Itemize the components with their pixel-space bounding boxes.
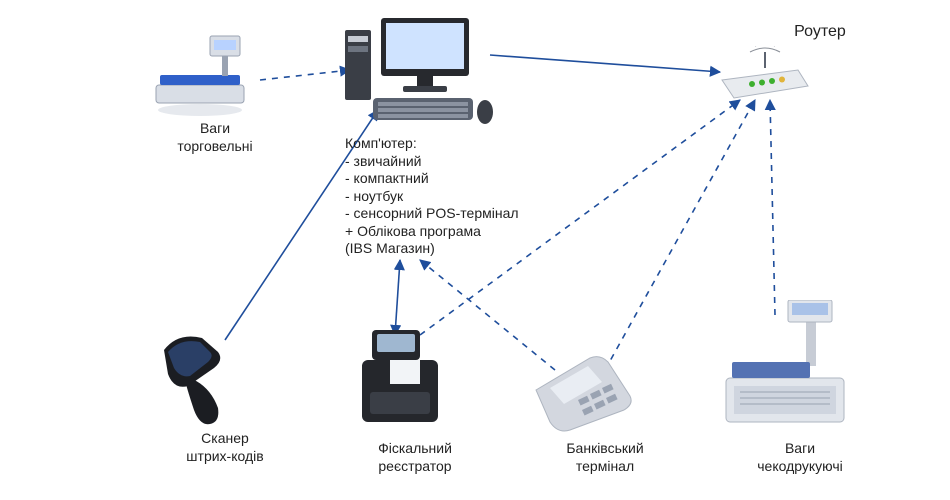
edge-pc-router xyxy=(490,55,720,72)
fiscal-label: Фіскальний реєстратор xyxy=(325,440,505,475)
router-icon xyxy=(720,46,810,106)
printscale-label: Ваги чекодрукуючі xyxy=(710,440,890,475)
scale-icon xyxy=(150,30,250,120)
pc-label: Комп'ютер: - звичайний - компактний - но… xyxy=(345,135,565,258)
fiscal-icon xyxy=(350,320,450,435)
diagram-canvas: Ваги торговельні Комп'ютер: - звичайний … xyxy=(0,0,950,500)
bankterm-label: Банківський термінал xyxy=(515,440,695,475)
edge-scale-pc xyxy=(260,70,350,80)
print-scale-icon xyxy=(720,300,850,435)
bank-terminal-icon xyxy=(530,350,640,435)
scanner-icon xyxy=(160,330,250,430)
router-label: Роутер xyxy=(730,22,910,42)
scanner-label: Сканер штрих-кодів xyxy=(135,430,315,465)
computer-icon xyxy=(345,10,495,130)
edge-printscale-router xyxy=(770,100,775,315)
scale-label: Ваги торговельні xyxy=(125,120,305,155)
